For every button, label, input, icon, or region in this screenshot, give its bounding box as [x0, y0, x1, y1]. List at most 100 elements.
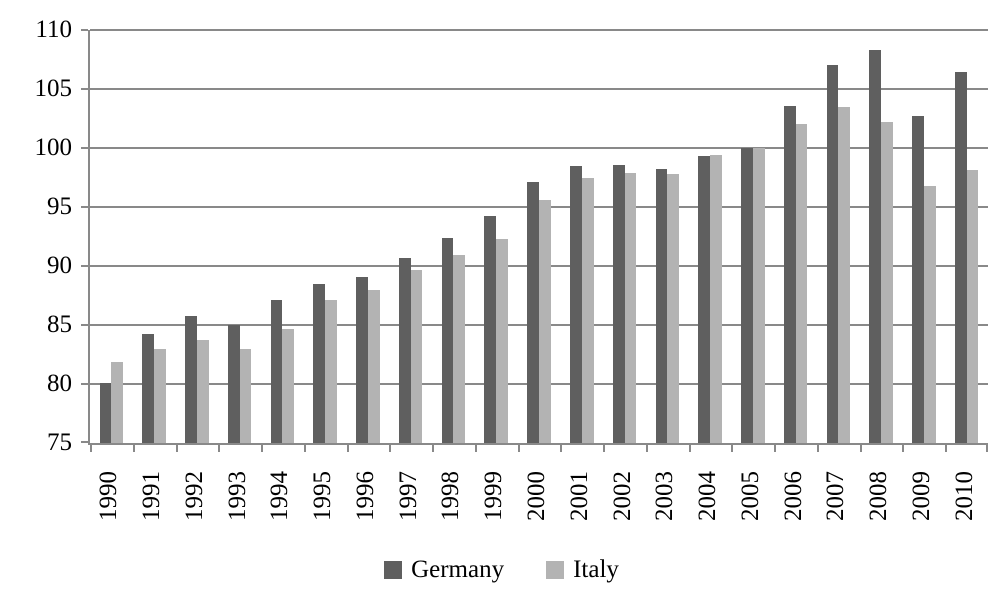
x-tick-label: 2008: [858, 452, 901, 540]
bar-germany-2004: [698, 156, 711, 443]
y-tick-75: [81, 441, 88, 443]
x-tick: [645, 445, 648, 452]
x-tick-label: 1990: [88, 452, 131, 540]
x-tick: [517, 445, 520, 452]
x-tick-label-text: 2004: [694, 471, 722, 521]
bar-italy-2006: [795, 124, 808, 443]
bar-germany-2007: [826, 65, 839, 443]
y-tick-label: 85: [47, 311, 72, 338]
x-tick: [688, 445, 691, 452]
x-tick: [731, 445, 734, 452]
x-tick-label-text: 2005: [736, 471, 764, 521]
legend-swatch-italy: [546, 561, 565, 579]
x-axis: 1990 1991 1992 1993 1994 1995 1996 1997 1998 1999…: [88, 452, 986, 540]
legend-swatch-germany: [384, 561, 403, 579]
bar-italy-1994: [282, 328, 295, 443]
y-tick-label: 75: [47, 429, 72, 456]
x-tick: [816, 445, 819, 452]
bar-italy-1995: [325, 300, 337, 443]
x-tick-label-text: 1998: [437, 471, 465, 521]
y-tick-80: [81, 383, 88, 385]
bar-italy-1992: [196, 340, 209, 443]
bar-germany-2006: [783, 105, 796, 443]
bar-italy-2007: [838, 106, 851, 443]
x-tick: [474, 445, 477, 452]
plot-area: [81, 29, 988, 452]
x-tick: [560, 445, 563, 452]
x-tick: [432, 445, 435, 452]
y-tick-95: [81, 206, 88, 208]
bar-italy-2002: [624, 172, 637, 443]
x-tick-label-text: 1996: [351, 471, 379, 521]
bar-germany-1990: [99, 382, 112, 443]
y-tick-label: 105: [34, 75, 73, 102]
y-tick-label: 95: [47, 193, 72, 220]
bar-italy-1996: [367, 289, 380, 443]
bar-germany-2008: [869, 50, 882, 443]
x-tick-label-text: 2006: [779, 471, 807, 521]
bar-germany-2002: [612, 164, 625, 443]
x-tick-label-text: 2009: [907, 471, 935, 521]
x-tick: [603, 445, 606, 452]
bar-germany-1996: [356, 276, 368, 443]
legend: Germany Italy: [0, 550, 1003, 590]
x-tick: [303, 445, 306, 452]
y-axis: 75 80 85 90 95 100 105 110: [0, 17, 73, 456]
x-tick-label: 2006: [772, 452, 815, 540]
bar-germany-1998: [441, 237, 454, 443]
bar-germany-2001: [570, 165, 582, 443]
x-tick: [218, 445, 221, 452]
x-tick: [986, 445, 988, 452]
bar-italy-2004: [710, 155, 722, 443]
x-tick-label-text: 2003: [651, 471, 679, 521]
y-tick-label: 80: [47, 370, 72, 397]
x-tick-label-text: 1991: [138, 471, 166, 521]
x-tick: [774, 445, 777, 452]
x-tick: [859, 445, 862, 452]
bar-italy-2003: [667, 173, 680, 443]
bar-italy-1991: [154, 348, 166, 443]
x-tick-label-text: 1993: [223, 471, 251, 521]
x-tick-label: 1993: [216, 452, 259, 540]
bar-italy-2005: [752, 148, 765, 443]
y-tick-label: 90: [47, 252, 72, 279]
bar-italy-1998: [453, 255, 466, 443]
y-tick-label: 100: [34, 134, 73, 161]
x-tick-label: 2007: [815, 452, 858, 540]
x-tick: [261, 445, 264, 452]
y-tick-110: [81, 29, 88, 31]
y-tick-90: [81, 265, 88, 267]
x-tick-label: 1998: [430, 452, 473, 540]
bar-germany-1993: [227, 325, 240, 443]
x-tick-label: 1996: [345, 452, 388, 540]
y-tick-105: [81, 88, 88, 90]
x-tick: [132, 445, 135, 452]
bar-germany-1994: [270, 300, 283, 443]
bar-italy-2009: [923, 185, 936, 443]
x-tick-label-text: 2007: [822, 471, 850, 521]
x-tick-label-text: 1990: [95, 471, 123, 521]
bar-germany-2003: [655, 169, 668, 443]
x-tick: [90, 445, 92, 452]
bar-italy-2010: [966, 170, 979, 443]
gridline-105: [90, 88, 988, 90]
x-tick: [346, 445, 349, 452]
x-tick-label: 1991: [131, 452, 174, 540]
x-tick-label-text: 2010: [950, 471, 978, 521]
x-tick-label-text: 2001: [565, 471, 593, 521]
y-tick-100: [81, 147, 88, 149]
y-tick-85: [81, 324, 88, 326]
gridline-110: [90, 29, 988, 31]
x-tick-label: 2010: [943, 452, 986, 540]
bar-germany-2005: [741, 148, 753, 443]
x-tick-label-text: 2008: [865, 471, 893, 521]
x-tick-label: 2001: [558, 452, 601, 540]
bar-italy-1990: [111, 361, 124, 443]
x-tick-label-text: 1994: [266, 471, 294, 521]
bar-germany-1991: [142, 334, 155, 443]
bar-italy-2000: [539, 199, 551, 443]
x-tick: [175, 445, 178, 452]
x-tick-label: 2002: [601, 452, 644, 540]
x-tick-label-text: 1992: [180, 471, 208, 521]
